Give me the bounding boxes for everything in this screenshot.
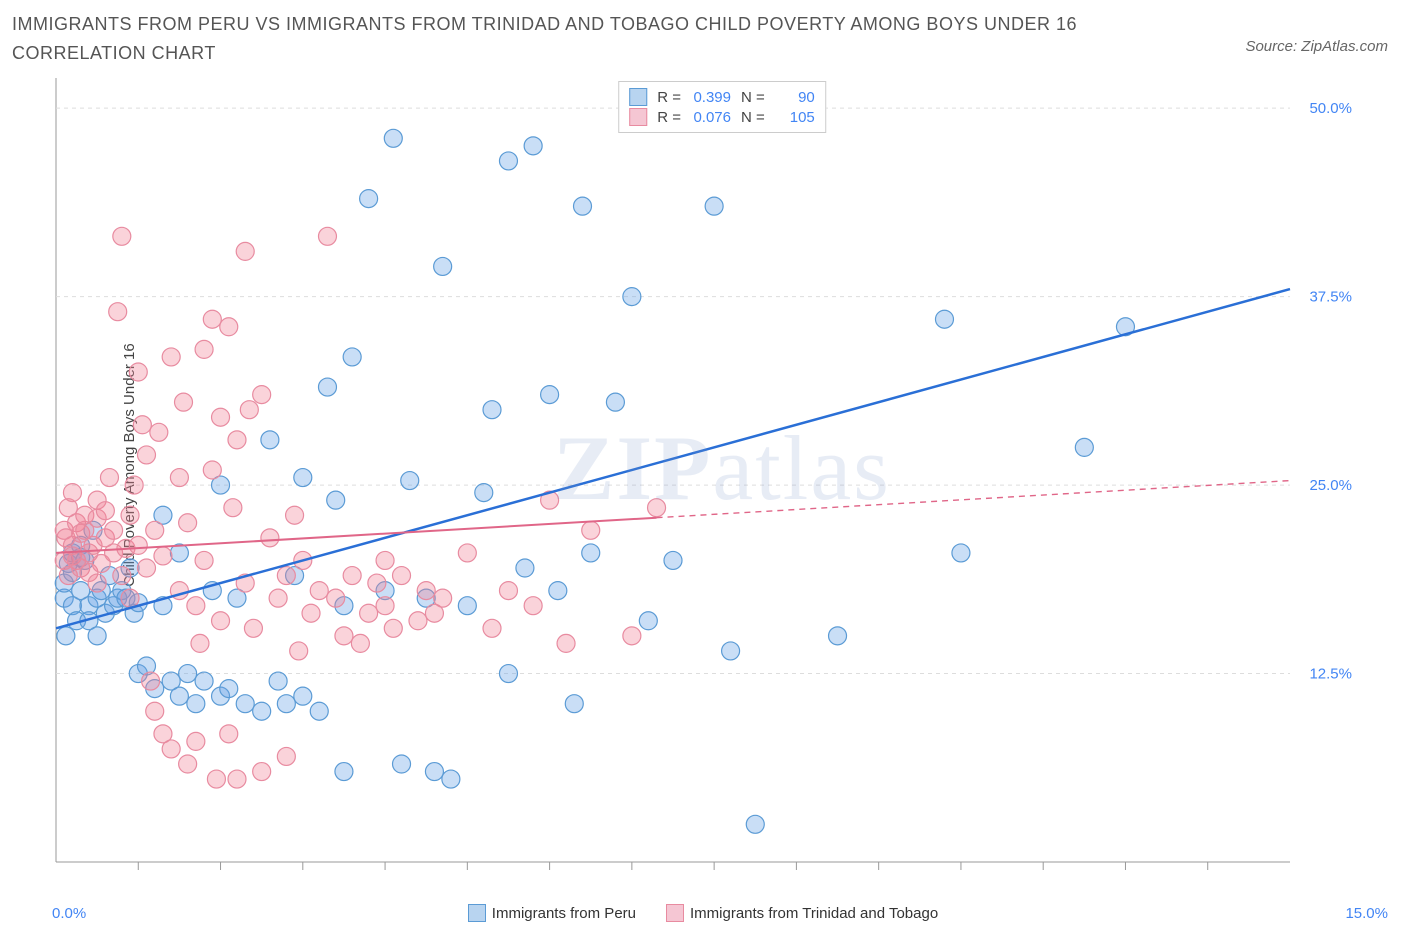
scatter-plot: 12.5% 25.0% 37.5% 50.0% [50,78,1360,878]
r-label: R = [657,109,681,126]
r-label: R = [657,89,681,106]
svg-text:12.5%: 12.5% [1309,666,1352,683]
legend-swatch-peru [629,88,647,106]
source-attribution: Source: ZipAtlas.com [1245,38,1388,55]
legend-swatch-trinidad-bottom [666,904,684,922]
n-label: N = [741,89,765,106]
n-value-trinidad: 105 [771,109,815,126]
chart-area: R = 0.399 N = 90 R = 0.076 N = 105 ZIPat… [50,78,1394,890]
svg-text:50.0%: 50.0% [1309,100,1352,117]
legend-item-peru: Immigrants from Peru [468,904,636,922]
series-legend: Immigrants from Peru Immigrants from Tri… [0,904,1406,922]
r-value-trinidad: 0.076 [687,109,731,126]
n-value-peru: 90 [771,89,815,106]
legend-label-peru: Immigrants from Peru [492,905,636,922]
chart-title: IMMIGRANTS FROM PERU VS IMMIGRANTS FROM … [12,10,1156,68]
svg-text:25.0%: 25.0% [1309,477,1352,494]
legend-row-peru: R = 0.399 N = 90 [629,88,815,106]
correlation-legend: R = 0.399 N = 90 R = 0.076 N = 105 [618,81,826,133]
legend-label-trinidad: Immigrants from Trinidad and Tobago [690,905,938,922]
n-label: N = [741,109,765,126]
legend-item-trinidad: Immigrants from Trinidad and Tobago [666,904,938,922]
legend-swatch-peru-bottom [468,904,486,922]
r-value-peru: 0.399 [687,89,731,106]
svg-text:37.5%: 37.5% [1309,289,1352,306]
legend-swatch-trinidad [629,108,647,126]
legend-row-trinidad: R = 0.076 N = 105 [629,108,815,126]
